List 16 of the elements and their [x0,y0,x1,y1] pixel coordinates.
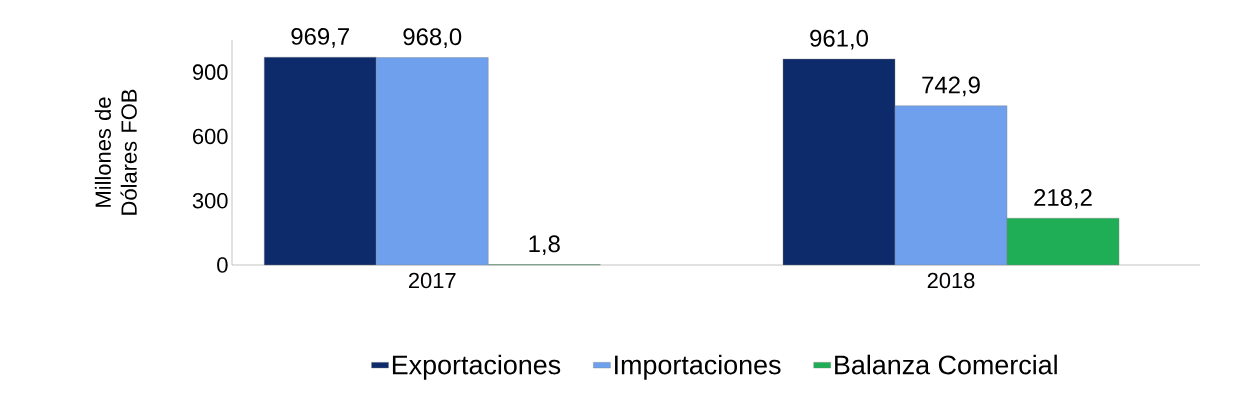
y-tick-label: 0 [217,257,228,273]
data-label: 1,8 [529,235,560,256]
x-tick-label: 2018 [927,272,975,289]
data-label: 968,0 [403,28,462,49]
x-tick-label: 2017 [408,272,456,289]
legend-label: Exportaciones [392,354,561,380]
legend-label: Importaciones [615,354,781,380]
y-tick-label: 900 [192,64,228,80]
data-label: 969,7 [291,27,349,48]
y-tick-label: 300 [192,192,228,209]
legend-label: Balanza Comercial [835,354,1057,375]
data-label: 742,9 [922,76,980,97]
data-label: 961,0 [810,29,868,50]
y-axis-title: Millones de Dólares FOB [94,89,137,215]
data-label: 218,2 [1034,188,1092,209]
y-tick-label: 600 [193,128,228,145]
